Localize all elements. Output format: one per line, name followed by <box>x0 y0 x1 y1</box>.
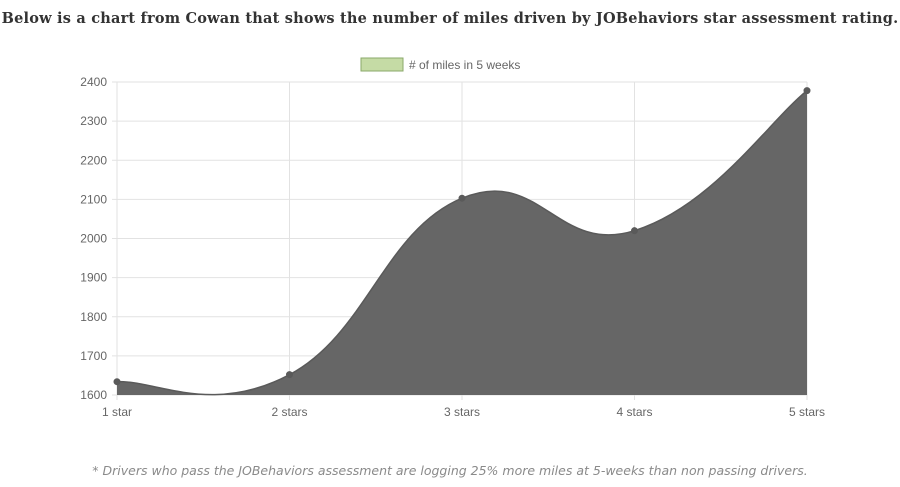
x-tick-label: 2 stars <box>271 405 307 419</box>
y-tick-label: 1600 <box>80 388 107 402</box>
y-tick-label: 2000 <box>80 232 107 246</box>
data-point[interactable] <box>458 194 466 202</box>
y-tick-label: 2100 <box>80 192 107 206</box>
y-tick-label: 1700 <box>80 349 107 363</box>
chart-legend: # of miles in 5 weeks <box>360 57 520 72</box>
data-point[interactable] <box>631 227 638 235</box>
x-axis-ticks: 1 star 2 stars 3 stars 4 stars 5 stars <box>102 405 825 419</box>
series-points <box>113 87 811 386</box>
legend-label: # of miles in 5 weeks <box>409 58 520 72</box>
data-point[interactable] <box>113 378 121 386</box>
series-area-fill <box>117 90 807 396</box>
y-tick-label: 2300 <box>80 114 107 128</box>
y-tick-label: 1800 <box>80 310 107 324</box>
footnote: * Drivers who pass the JOBehaviors asses… <box>92 463 808 478</box>
x-tick-label: 5 stars <box>789 405 825 419</box>
x-tick-label: 3 stars <box>444 405 480 419</box>
x-tick-label: 4 stars <box>616 405 652 419</box>
y-tick-label: 1900 <box>80 271 107 285</box>
data-point[interactable] <box>286 371 293 379</box>
page-title: Below is a chart from Cowan that shows t… <box>1 10 899 27</box>
y-tick-label: 2400 <box>80 75 107 89</box>
area-chart: # of miles in 5 weeks 1600 1700 1800 1900 20… <box>80 57 825 419</box>
y-tick-label: 2200 <box>80 153 107 167</box>
data-point[interactable] <box>803 87 811 95</box>
legend-swatch <box>360 57 404 72</box>
x-tick-label: 1 star <box>102 405 132 419</box>
y-axis-ticks: 1600 1700 1800 1900 2000 2100 2200 2300 2400 <box>80 75 107 402</box>
